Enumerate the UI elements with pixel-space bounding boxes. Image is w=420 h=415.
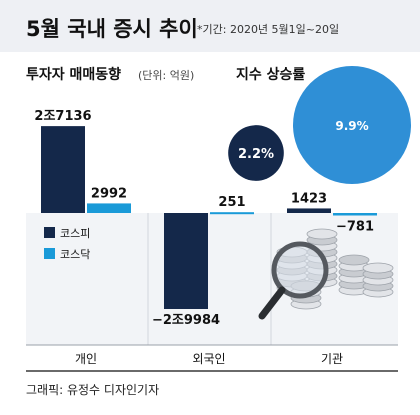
index-bubble — [293, 66, 411, 184]
magnifier-lens — [271, 241, 329, 299]
graphic-credit: 그래픽: 유정수 디자인기자 — [26, 383, 160, 397]
coin — [362, 262, 394, 274]
legend-swatch — [44, 248, 55, 259]
coin — [338, 254, 370, 266]
index-chart-title: 지수 상승률 — [236, 67, 306, 83]
bar-kosdaq — [87, 203, 131, 213]
bar-value-label: −2조9984 — [152, 313, 220, 328]
investor-chart-title: 투자자 매매동향 — [26, 67, 122, 83]
category-label: 기관 — [321, 352, 343, 366]
bar-value-label: 1423 — [291, 191, 327, 206]
bar-kosdaq — [333, 213, 377, 216]
bar-value-label: 251 — [218, 195, 245, 210]
coin — [306, 228, 338, 240]
header-band — [0, 0, 420, 52]
bar-value-label: 2992 — [91, 186, 127, 201]
period-note: *기간: 2020년 5월1일~20일 — [197, 23, 340, 36]
index-bubble — [228, 125, 284, 181]
bar-kospi — [41, 126, 85, 213]
bar-kospi — [287, 208, 331, 213]
bar-value-label: −781 — [336, 220, 374, 235]
magnifier-handle — [258, 286, 286, 320]
category-label: 외국인 — [192, 352, 225, 366]
bar-kospi — [164, 213, 208, 309]
index-bubble-label: 2.2% — [238, 147, 274, 162]
category-label: 개인 — [75, 352, 97, 366]
legend-label: 코스닥 — [60, 248, 90, 261]
bar-value-label: 2조7136 — [34, 109, 91, 124]
bar-kosdaq — [210, 212, 254, 215]
page-title: 5월 국내 증시 추이 — [26, 17, 198, 41]
legend-label: 코스피 — [60, 227, 90, 240]
unit-label: (단위: 억원) — [138, 69, 195, 82]
legend-swatch — [44, 227, 55, 238]
magnifier-over-coins-icon — [258, 228, 394, 320]
index-bubble-label: 9.9% — [335, 119, 368, 133]
